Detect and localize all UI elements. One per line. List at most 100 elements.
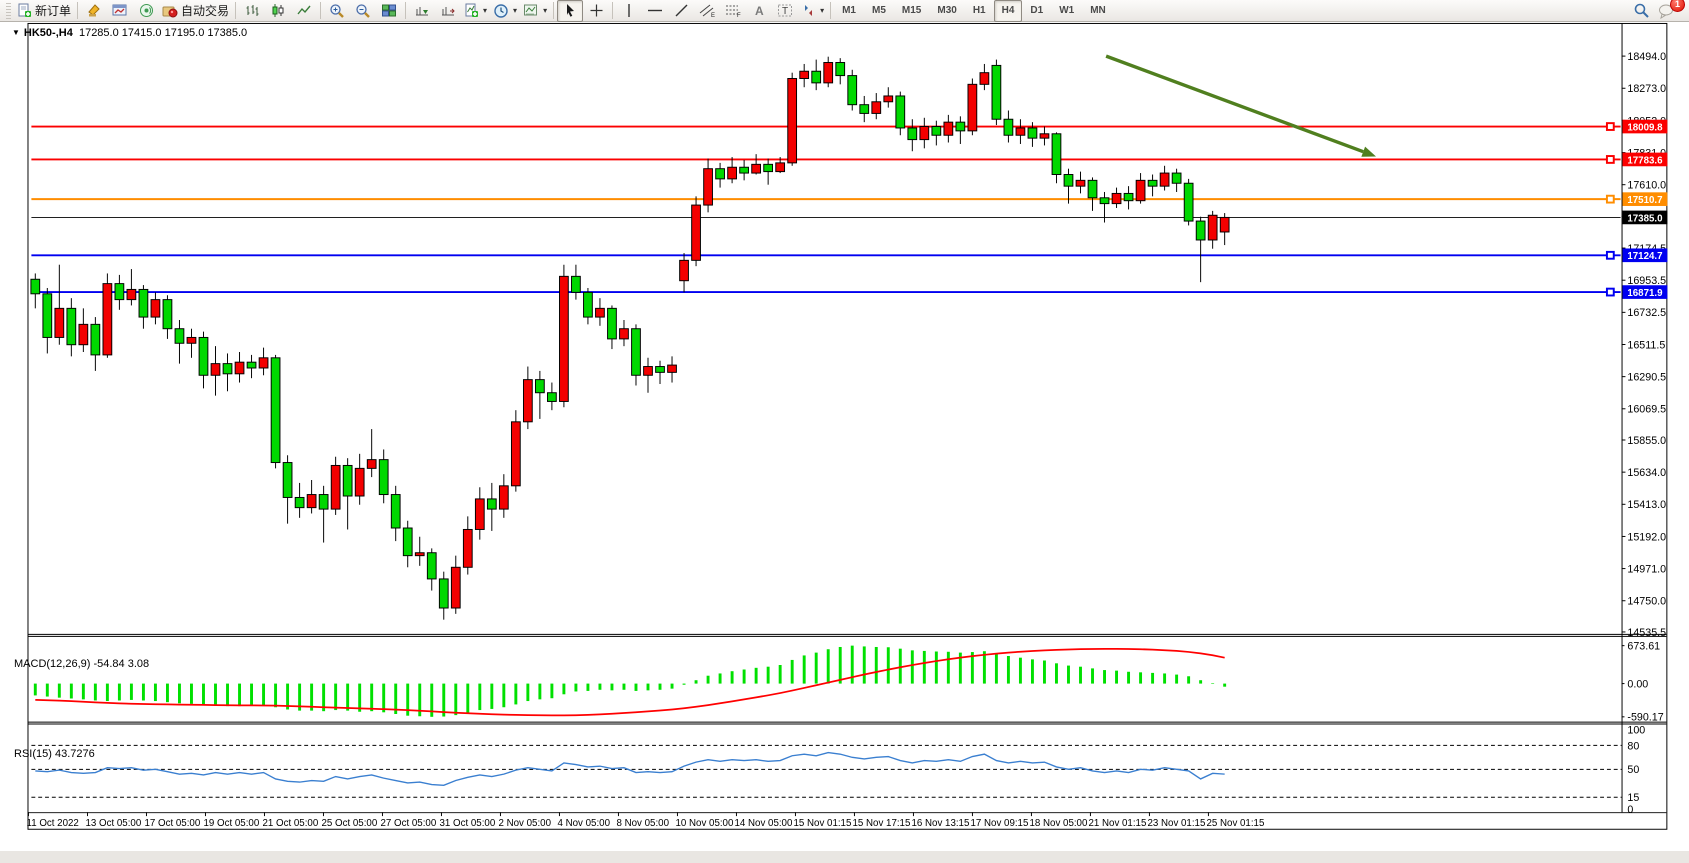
rsi-axis-label: 0: [1627, 804, 1633, 816]
timeframe-button-m1[interactable]: M1: [834, 0, 864, 22]
candle: [619, 328, 629, 340]
candle: [354, 467, 365, 497]
candle: [342, 464, 353, 497]
candle: [907, 127, 918, 141]
price-badge: [1622, 210, 1668, 225]
candle: [667, 364, 677, 373]
chart-shift-button[interactable]: [435, 0, 461, 22]
zoom-out-button[interactable]: [350, 0, 376, 22]
rsi-axis-label: 15: [1627, 792, 1639, 804]
indicators-button[interactable]: ▾: [461, 0, 490, 22]
timeframe-label: M5: [872, 5, 886, 16]
templates-caret: ▾: [543, 6, 548, 15]
timeframe-button-m15[interactable]: M15: [894, 0, 929, 22]
auto-scroll-button[interactable]: [409, 0, 435, 22]
zoom-in-button[interactable]: [324, 0, 350, 22]
candle: [1063, 174, 1074, 187]
level-endpoint-marker[interactable]: [1605, 194, 1615, 204]
level-endpoint-marker[interactable]: [1605, 250, 1615, 260]
macd-axis-label: -590.17: [1627, 712, 1663, 724]
window-bottom-strip: [0, 851, 1689, 858]
timeframe-button-mn[interactable]: MN: [1082, 0, 1114, 22]
candle: [955, 121, 966, 132]
signals-button[interactable]: [133, 0, 159, 22]
horizontal-line-tool-button[interactable]: [642, 0, 668, 22]
candle: [330, 464, 341, 510]
search-button[interactable]: [1628, 0, 1654, 22]
candle: [1147, 179, 1158, 187]
trendline-tool-button[interactable]: [668, 0, 694, 22]
price-badge: [1622, 152, 1668, 167]
candle: [919, 126, 930, 141]
auto-trading-button[interactable]: 自动交易: [159, 0, 232, 22]
notifications-button[interactable]: 1: [1654, 0, 1685, 22]
timeframe-button-m5[interactable]: M5: [864, 0, 894, 22]
candle: [715, 168, 725, 180]
time-axis-label: 2 Nov 05:00: [499, 818, 552, 829]
candle: [727, 166, 737, 180]
level-endpoint-marker[interactable]: [1605, 155, 1615, 164]
zoom-out-icon: [356, 3, 370, 18]
chevron-down-icon[interactable]: ▼: [12, 28, 20, 37]
chat-bubble-icon: [1659, 4, 1673, 19]
time-axis-label: 13 Oct 05:00: [86, 818, 142, 829]
search-icon: [1634, 3, 1649, 18]
crosshair-tool-button[interactable]: [583, 0, 609, 22]
price-tick-label: 17610.0: [1627, 180, 1666, 192]
candle: [486, 498, 497, 510]
rsi-axis-label: 50: [1627, 764, 1639, 776]
ohlc-values: 17285.0 17415.0 17195.0 17385.0: [78, 27, 248, 39]
new-order-button[interactable]: 新订单: [14, 0, 74, 22]
time-axis-label: 17 Nov 09:15: [970, 818, 1028, 829]
level-endpoint-marker[interactable]: [1605, 122, 1615, 131]
rsi-axis-label: 100: [1627, 724, 1645, 736]
candle-chart-mode-button[interactable]: [265, 0, 291, 22]
candle: [1207, 214, 1218, 241]
chart-frame: [27, 22, 1668, 830]
price-tick-label: 16511.5: [1627, 339, 1665, 351]
line-chart-mode-button[interactable]: [291, 0, 317, 22]
price-tick-label: 16290.5: [1627, 372, 1666, 384]
channel-tool-button[interactable]: E: [694, 0, 720, 22]
chart-canvas[interactable]: 18494.018273.018052.017831.017610.017389…: [0, 22, 1689, 858]
text-tool-button[interactable]: A: [746, 0, 772, 22]
tile-windows-button[interactable]: [376, 0, 402, 22]
charts-button[interactable]: [107, 0, 133, 22]
template-icon: [524, 4, 538, 16]
arrows-tool-button[interactable]: ▾: [798, 0, 827, 22]
toolbar-grip[interactable]: [6, 2, 11, 19]
candle: [186, 336, 197, 344]
cursor-tool-button[interactable]: [557, 0, 584, 22]
bar-chart-mode-button[interactable]: [239, 0, 265, 22]
candle: [282, 462, 293, 498]
templates-button[interactable]: ▾: [520, 0, 550, 22]
periods-button[interactable]: ▾: [490, 0, 520, 22]
vertical-line-tool-button[interactable]: [616, 0, 642, 22]
tile-windows-icon: [382, 4, 397, 17]
timeframe-button-h1[interactable]: H1: [965, 0, 994, 22]
price-tick-label: 16069.5: [1627, 404, 1666, 416]
timeframe-label: W1: [1059, 5, 1075, 16]
fibonacci-tool-button[interactable]: F: [720, 0, 746, 22]
trend-arrow[interactable]: [1105, 54, 1364, 154]
time-axis-label: 8 Nov 05:00: [617, 818, 670, 829]
candle: [318, 494, 329, 510]
candle: [931, 126, 942, 136]
text-label-tool-button[interactable]: T: [772, 0, 798, 22]
candle: [1123, 192, 1134, 202]
fibonacci-icon: F: [725, 5, 741, 18]
timeframe-label: D1: [1030, 5, 1044, 16]
time-axis-label: 19 Oct 05:00: [204, 818, 260, 829]
level-endpoint-marker[interactable]: [1605, 287, 1615, 297]
styles-button[interactable]: [81, 0, 107, 22]
timeframe-button-w1[interactable]: W1: [1051, 0, 1082, 22]
candle: [859, 104, 870, 114]
auto-scroll-icon: [416, 7, 429, 16]
timeframe-button-m30[interactable]: M30: [929, 0, 964, 22]
time-axis-label: 25 Nov 01:15: [1206, 818, 1264, 829]
timeframe-button-h4[interactable]: H4: [993, 0, 1023, 22]
zoom-in-icon: [330, 3, 344, 18]
timeframe-group: M1 M5 M15 M30 H1 H4 D1 W1 MN: [834, 0, 1114, 22]
candle: [270, 357, 281, 464]
timeframe-button-d1[interactable]: D1: [1022, 0, 1051, 22]
